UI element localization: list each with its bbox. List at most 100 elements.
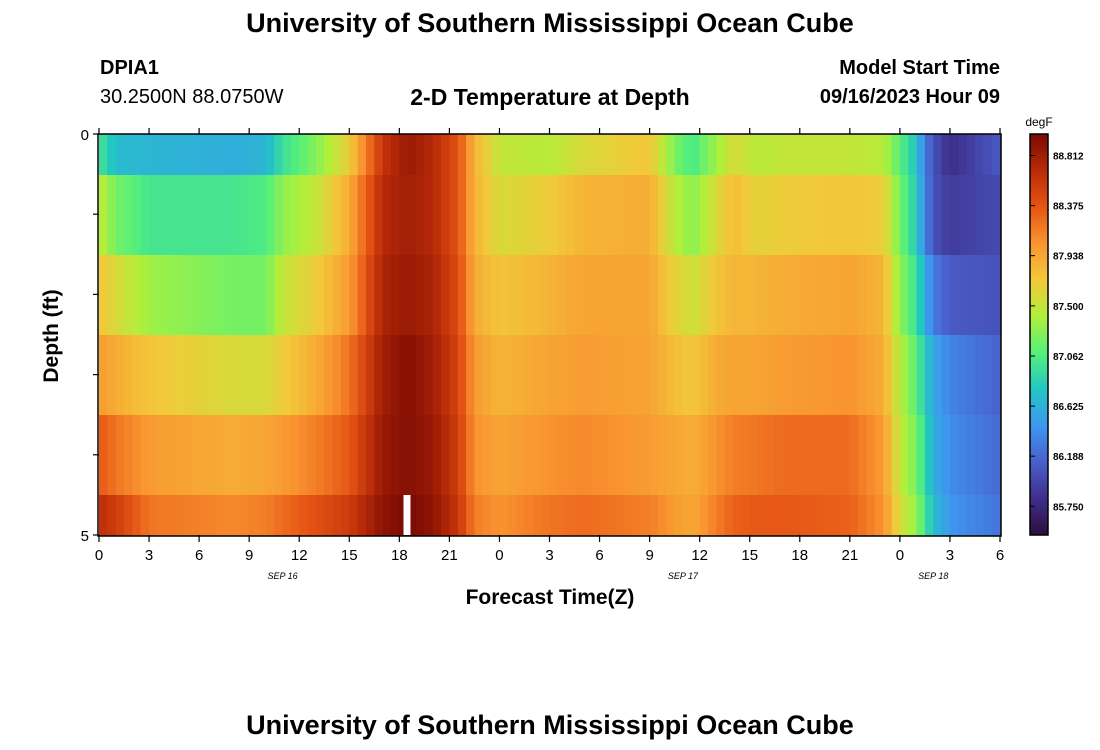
heatmap-cell xyxy=(833,255,843,336)
heatmap-cell xyxy=(574,415,584,496)
colorbar-tick-label: 88.375 xyxy=(1053,202,1084,213)
heatmap-cell xyxy=(107,255,117,336)
heatmap-cell xyxy=(432,255,442,336)
heatmap-cell xyxy=(724,255,734,336)
heatmap-cell xyxy=(182,495,192,536)
heatmap-cell xyxy=(399,175,409,256)
heatmap-cell xyxy=(758,335,767,416)
heatmap-cell xyxy=(340,495,350,536)
heatmap-cell xyxy=(883,495,893,536)
heatmap-cell xyxy=(966,495,976,536)
heatmap-cell xyxy=(908,175,918,256)
heatmap-cell xyxy=(916,495,926,536)
heatmap-cell xyxy=(299,495,309,536)
heatmap-cell xyxy=(424,415,434,496)
heatmap-cell xyxy=(516,175,526,256)
heatmap-cell xyxy=(974,335,984,416)
heatmap-cell xyxy=(816,495,826,536)
heatmap-cell xyxy=(424,134,434,176)
heatmap-cell xyxy=(390,175,400,256)
colorbar-tick-label: 85.750 xyxy=(1053,502,1084,513)
heatmap-cell xyxy=(966,415,976,496)
heatmap-cell xyxy=(674,415,684,496)
heatmap-cell xyxy=(557,335,567,416)
heatmap-cell xyxy=(365,335,375,416)
heatmap-cell xyxy=(107,495,117,536)
heatmap-cell xyxy=(666,335,676,416)
heatmap-cell xyxy=(124,415,133,496)
heatmap-cell xyxy=(149,335,158,416)
heatmap-cell xyxy=(132,175,142,256)
heatmap-cell xyxy=(916,255,926,336)
heatmap-cell xyxy=(883,134,893,176)
heatmap-cell xyxy=(282,495,292,536)
heatmap-cell xyxy=(657,134,667,176)
heatmap-cell xyxy=(724,495,734,536)
heatmap-cell xyxy=(666,175,676,256)
heatmap-cell xyxy=(424,335,434,416)
heatmap-cell xyxy=(983,495,993,536)
heatmap-cell xyxy=(641,255,651,336)
heatmap-cell xyxy=(416,255,425,336)
heatmap-cell xyxy=(215,415,225,496)
heatmap-cell xyxy=(524,335,534,416)
heatmap-cell xyxy=(749,255,759,336)
heatmap-cell xyxy=(649,134,659,176)
heatmap-cell xyxy=(124,495,133,536)
heatmap-cell xyxy=(182,255,192,336)
heatmap-cell xyxy=(783,134,793,176)
heatmap-cell xyxy=(833,175,843,256)
heatmap-cell xyxy=(908,255,918,336)
heatmap-cell xyxy=(307,495,317,536)
heatmap-cell xyxy=(274,415,284,496)
heatmap-cell xyxy=(557,495,567,536)
heatmap-cell xyxy=(733,495,742,536)
heatmap-cell xyxy=(190,495,200,536)
heatmap-cell xyxy=(207,175,217,256)
heatmap-cell xyxy=(933,255,943,336)
heatmap-cell xyxy=(983,255,993,336)
model-start-label: Model Start Time xyxy=(839,57,1000,79)
heatmap-cell xyxy=(591,255,601,336)
heatmap-cell xyxy=(382,134,392,176)
heatmap-cell xyxy=(691,255,701,336)
heatmap-cell xyxy=(407,134,417,176)
heatmap-cell xyxy=(799,415,809,496)
heatmap-cell xyxy=(224,415,234,496)
heatmap-cell xyxy=(499,255,509,336)
chart-subtitle: 2-D Temperature at Depth xyxy=(410,84,690,110)
heatmap-cell xyxy=(991,415,1001,496)
x-tick-label: 6 xyxy=(595,547,603,564)
heatmap-cell xyxy=(140,335,150,416)
heatmap-cell xyxy=(165,255,175,336)
heatmap-cell xyxy=(265,495,275,536)
heatmap-cell xyxy=(716,175,726,256)
heatmap-cell xyxy=(549,255,559,336)
heatmap-cell xyxy=(165,415,175,496)
heatmap-cell xyxy=(532,175,542,256)
station-id: DPIA1 xyxy=(100,57,159,79)
heatmap-cell xyxy=(899,415,909,496)
heatmap-cell xyxy=(449,175,459,256)
heatmap-cell xyxy=(190,415,200,496)
heatmap-cell xyxy=(566,255,576,336)
heatmap-cell xyxy=(549,495,559,536)
heatmap-cell xyxy=(132,134,142,176)
heatmap-cell xyxy=(157,415,167,496)
heatmap-area xyxy=(99,134,1001,536)
heatmap-cell xyxy=(441,495,450,536)
heatmap-cell xyxy=(532,415,542,496)
heatmap-cell xyxy=(365,255,375,336)
x-tick-label: 15 xyxy=(341,547,358,564)
heatmap-cell xyxy=(499,134,509,176)
heatmap-cell xyxy=(249,415,259,496)
heatmap-cell xyxy=(958,255,968,336)
heatmap-cell xyxy=(866,415,876,496)
heatmap-cell xyxy=(124,134,133,176)
heatmap-cell xyxy=(257,495,267,536)
heatmap-cell xyxy=(432,495,442,536)
heatmap-cell xyxy=(991,134,1001,176)
heatmap-cell xyxy=(708,255,717,336)
heatmap-cell xyxy=(249,335,259,416)
heatmap-cell xyxy=(416,134,425,176)
